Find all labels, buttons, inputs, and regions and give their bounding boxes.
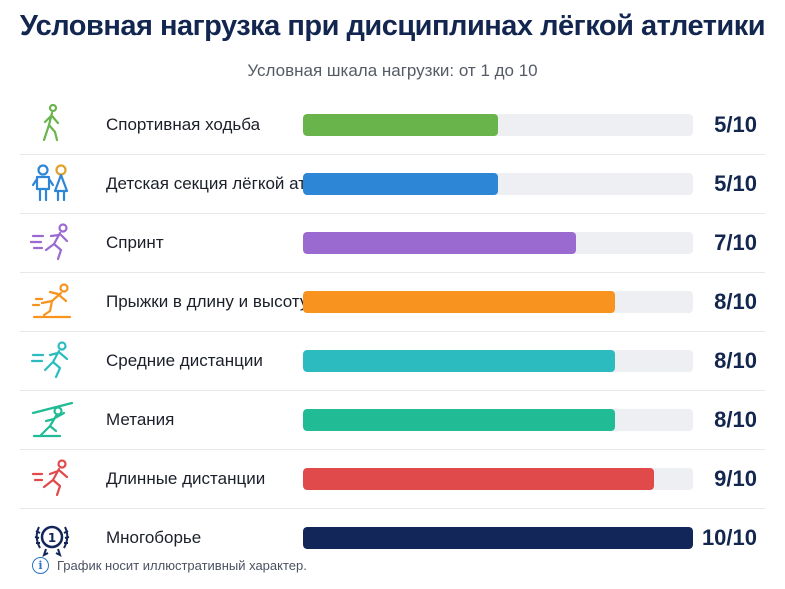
bar-row: Спортивная ходьба 5/10 [20, 96, 765, 154]
bar-track [303, 409, 693, 431]
category-label: Метания [106, 410, 175, 429]
category-label: Прыжки в длину и высоту [106, 292, 309, 311]
category-label: Спринт [106, 233, 164, 252]
bar-row: Прыжки в длину и высоту 8/10 [20, 273, 765, 331]
medal-icon: 1 [30, 517, 74, 557]
bar-track [303, 291, 693, 313]
bar [303, 527, 693, 549]
chart-subtitle: Условная шкала нагрузки: от 1 до 10 [247, 61, 538, 80]
row-divider [20, 272, 765, 273]
bar [303, 409, 615, 431]
row-divider [20, 154, 765, 155]
category-label: Средние дистанции [106, 351, 263, 370]
bar [303, 468, 654, 490]
javelin-icon [30, 399, 74, 439]
chart-title: Условная нагрузка при дисциплинах лёгкой… [19, 10, 766, 42]
category-label: Многоборье [106, 528, 202, 547]
category-label: Длинные дистанции [106, 469, 266, 488]
children-icon [30, 163, 74, 203]
value-label: 7/10 [714, 230, 757, 255]
bar-row: Метания 8/10 [20, 391, 765, 449]
value-label: 8/10 [714, 289, 757, 314]
row-divider [20, 390, 765, 391]
category-label: Спортивная ходьба [106, 115, 261, 134]
category-label: Детская секция лёгкой атлетики [106, 174, 359, 193]
bar-track [303, 173, 693, 195]
walking-icon [30, 103, 74, 144]
footnote-text: График носит иллюстративный характер. [57, 558, 307, 574]
bar-track [303, 468, 693, 490]
footnote: i График носит иллюстративный характер. [32, 557, 307, 575]
bar-row: Спринт 7/10 [20, 214, 765, 272]
value-label: 9/10 [714, 466, 757, 491]
row-divider [20, 213, 765, 214]
value-label: 10/10 [701, 525, 757, 550]
bar-row: Средние дистанции 8/10 [20, 332, 765, 390]
sprint-icon [29, 222, 74, 262]
bar-row: Детская секция лёгкой атлетики 5/10 [20, 155, 765, 213]
bar-track [303, 232, 693, 254]
bar-track [303, 350, 693, 372]
value-label: 5/10 [714, 171, 757, 196]
bar [303, 114, 498, 136]
bar-track [303, 114, 693, 136]
value-label: 8/10 [714, 348, 757, 373]
bar [303, 232, 576, 254]
row-divider [20, 449, 765, 450]
bar [303, 291, 615, 313]
row-divider [20, 508, 765, 509]
bar-row: 1 Многоборье 10/10 [20, 509, 765, 567]
info-icon: i [32, 557, 49, 575]
bar [303, 173, 498, 195]
runner-icon [30, 340, 74, 380]
svg-text:1: 1 [48, 531, 56, 545]
bar [303, 350, 615, 372]
bar-row: Длинные дистанции 9/10 [20, 450, 765, 508]
long-jump-icon [30, 281, 74, 321]
value-label: 5/10 [714, 112, 757, 137]
bar-track [303, 527, 693, 549]
value-label: 8/10 [714, 407, 757, 432]
row-divider [20, 331, 765, 332]
distance-runner-icon [30, 458, 74, 498]
